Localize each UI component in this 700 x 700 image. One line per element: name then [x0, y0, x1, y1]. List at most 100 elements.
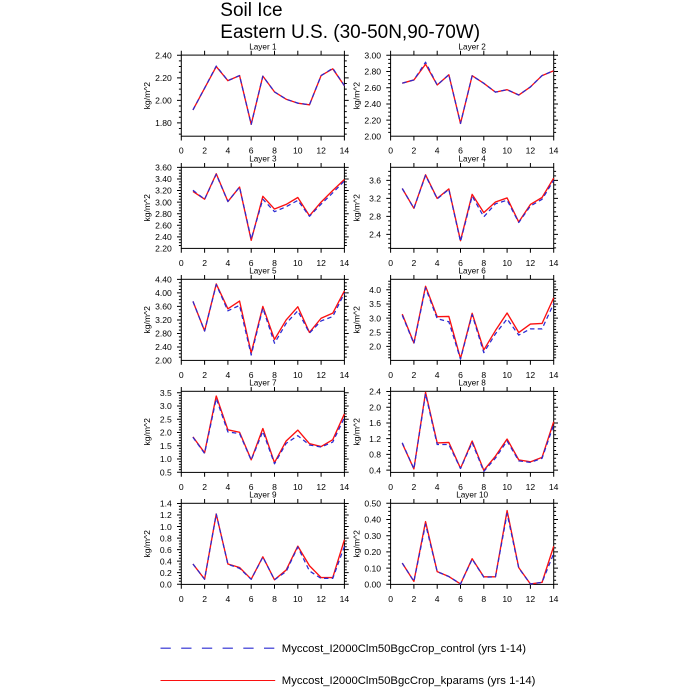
svg-text:14: 14 — [340, 482, 350, 492]
svg-text:14: 14 — [549, 258, 559, 268]
svg-text:2.40: 2.40 — [155, 342, 172, 352]
svg-text:10: 10 — [293, 146, 303, 156]
svg-text:2: 2 — [202, 258, 207, 268]
svg-text:1.4: 1.4 — [160, 499, 172, 509]
svg-text:14: 14 — [340, 146, 350, 156]
svg-text:12: 12 — [526, 370, 536, 380]
svg-text:6: 6 — [249, 370, 254, 380]
svg-text:0: 0 — [388, 594, 393, 604]
svg-text:6: 6 — [249, 594, 254, 604]
svg-text:0.50: 0.50 — [364, 499, 381, 509]
svg-text:10: 10 — [502, 258, 512, 268]
svg-text:kg/m^2: kg/m^2 — [351, 418, 361, 446]
svg-text:14: 14 — [340, 258, 350, 268]
svg-text:0.40: 0.40 — [364, 515, 381, 525]
svg-text:1.2: 1.2 — [160, 510, 172, 520]
svg-text:2.8: 2.8 — [369, 212, 381, 222]
svg-text:2: 2 — [412, 370, 417, 380]
svg-text:4: 4 — [226, 258, 231, 268]
svg-text:kg/m^2: kg/m^2 — [351, 82, 361, 110]
svg-text:kg/m^2: kg/m^2 — [142, 530, 152, 558]
svg-text:6: 6 — [249, 482, 254, 492]
svg-text:2.0: 2.0 — [369, 342, 381, 352]
svg-text:4.40: 4.40 — [155, 275, 172, 285]
svg-text:kg/m^2: kg/m^2 — [351, 530, 361, 558]
svg-text:2.00: 2.00 — [155, 96, 172, 106]
svg-text:2: 2 — [412, 146, 417, 156]
svg-text:0.10: 0.10 — [364, 563, 381, 573]
svg-text:12: 12 — [316, 594, 326, 604]
svg-text:8: 8 — [272, 370, 277, 380]
svg-text:0: 0 — [388, 370, 393, 380]
svg-text:14: 14 — [549, 146, 559, 156]
svg-text:1.5: 1.5 — [160, 441, 172, 451]
svg-text:kg/m^2: kg/m^2 — [142, 418, 152, 446]
svg-text:0: 0 — [179, 370, 184, 380]
svg-text:0: 0 — [179, 594, 184, 604]
svg-text:Soil Ice: Soil Ice — [220, 0, 282, 21]
svg-text:kg/m^2: kg/m^2 — [142, 306, 152, 334]
svg-text:3.60: 3.60 — [155, 163, 172, 173]
svg-text:6: 6 — [458, 594, 463, 604]
svg-text:4: 4 — [226, 146, 231, 156]
svg-text:8: 8 — [481, 370, 486, 380]
svg-text:3.6: 3.6 — [369, 176, 381, 186]
svg-text:8: 8 — [272, 146, 277, 156]
svg-text:kg/m^2: kg/m^2 — [142, 82, 152, 110]
svg-text:3.0: 3.0 — [160, 401, 172, 411]
svg-text:4: 4 — [226, 482, 231, 492]
svg-text:12: 12 — [316, 482, 326, 492]
svg-text:2.80: 2.80 — [364, 67, 381, 77]
svg-text:10: 10 — [502, 482, 512, 492]
svg-text:Myccost_I2000Clm50BgcCrop_cont: Myccost_I2000Clm50BgcCrop_control (yrs 1… — [282, 643, 526, 655]
svg-text:0.6: 0.6 — [160, 545, 172, 555]
svg-text:6: 6 — [458, 146, 463, 156]
svg-text:0.0: 0.0 — [160, 579, 172, 589]
svg-text:3.5: 3.5 — [160, 388, 172, 398]
svg-text:1.6: 1.6 — [369, 418, 381, 428]
svg-text:3.2: 3.2 — [369, 194, 381, 204]
svg-text:3.0: 3.0 — [369, 313, 381, 323]
svg-text:8: 8 — [272, 594, 277, 604]
svg-text:0.2: 0.2 — [160, 568, 172, 578]
svg-text:10: 10 — [293, 482, 303, 492]
svg-text:0.00: 0.00 — [364, 580, 381, 590]
svg-text:2: 2 — [412, 482, 417, 492]
svg-text:3.00: 3.00 — [155, 197, 172, 207]
svg-text:2.4: 2.4 — [369, 387, 381, 397]
svg-text:0: 0 — [388, 482, 393, 492]
svg-text:2.80: 2.80 — [155, 209, 172, 219]
svg-text:4: 4 — [435, 594, 440, 604]
svg-text:2.40: 2.40 — [364, 99, 381, 109]
svg-text:3.20: 3.20 — [155, 315, 172, 325]
svg-text:4: 4 — [435, 146, 440, 156]
svg-text:Layer 9: Layer 9 — [249, 491, 277, 500]
svg-text:4: 4 — [435, 482, 440, 492]
svg-text:10: 10 — [502, 594, 512, 604]
svg-text:6: 6 — [249, 258, 254, 268]
svg-text:0: 0 — [179, 146, 184, 156]
svg-text:Layer 6: Layer 6 — [458, 267, 486, 276]
svg-text:3.20: 3.20 — [155, 186, 172, 196]
svg-text:12: 12 — [526, 258, 536, 268]
svg-text:2.60: 2.60 — [155, 220, 172, 230]
svg-text:2.5: 2.5 — [369, 327, 381, 337]
svg-text:2.00: 2.00 — [364, 132, 381, 142]
svg-text:kg/m^2: kg/m^2 — [351, 306, 361, 334]
svg-text:0.20: 0.20 — [364, 547, 381, 557]
svg-text:1.0: 1.0 — [160, 522, 172, 532]
svg-text:14: 14 — [340, 594, 350, 604]
svg-text:8: 8 — [481, 258, 486, 268]
svg-text:10: 10 — [293, 370, 303, 380]
svg-text:2.20: 2.20 — [155, 244, 172, 254]
svg-text:4: 4 — [226, 594, 231, 604]
svg-text:kg/m^2: kg/m^2 — [142, 194, 152, 222]
svg-text:4: 4 — [435, 258, 440, 268]
svg-text:14: 14 — [549, 370, 559, 380]
svg-text:Layer 5: Layer 5 — [249, 267, 277, 276]
svg-text:2.5: 2.5 — [160, 414, 172, 424]
svg-text:2.80: 2.80 — [155, 329, 172, 339]
svg-text:6: 6 — [458, 482, 463, 492]
svg-text:Layer 10: Layer 10 — [456, 491, 488, 500]
svg-text:1.2: 1.2 — [369, 434, 381, 444]
